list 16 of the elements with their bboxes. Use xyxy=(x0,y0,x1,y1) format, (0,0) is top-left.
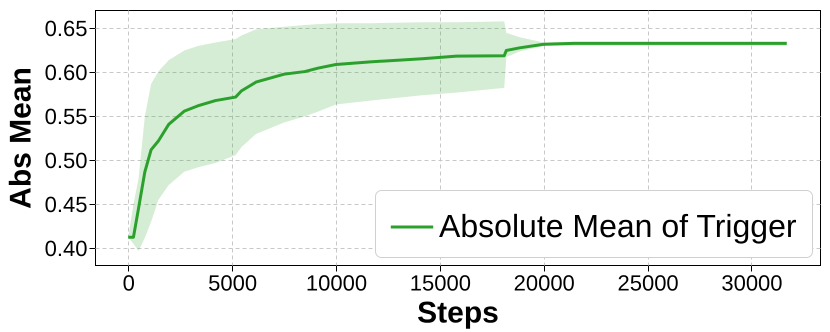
y-tick-label: 0.40 xyxy=(44,236,88,261)
x-tick-label: 15000 xyxy=(410,270,471,296)
y-tick-label: 0.55 xyxy=(44,104,88,129)
x-tick-label: 30000 xyxy=(721,270,783,296)
x-tick-label: 10000 xyxy=(306,270,368,296)
y-tick-label: 0.65 xyxy=(44,16,88,41)
x-tick-label: 20000 xyxy=(514,270,575,296)
y-tick-label: 0.45 xyxy=(44,192,88,217)
y-tick-label: 0.60 xyxy=(44,60,88,85)
y-axis-title: Abs Mean xyxy=(4,67,38,209)
x-tick-label: 5000 xyxy=(208,270,258,296)
x-axis-title: Steps xyxy=(417,296,499,330)
x-tick-label: 0 xyxy=(122,270,135,296)
legend-label: Absolute Mean of Trigger xyxy=(439,208,797,244)
x-tick-label: 25000 xyxy=(617,270,679,296)
y-tick-label: 0.50 xyxy=(44,148,88,173)
